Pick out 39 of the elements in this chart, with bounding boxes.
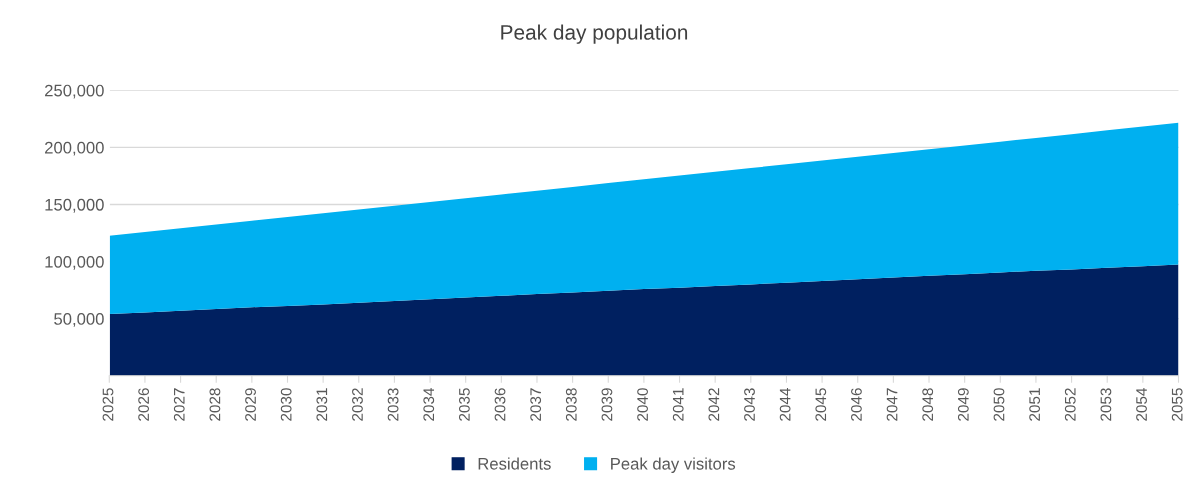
legend-label: Peak day visitors: [611, 457, 736, 473]
x-tick-label: 2031: [316, 388, 328, 421]
x-tick-label: 2040: [637, 388, 648, 421]
x-tick-label: 2043: [744, 388, 755, 421]
x-tick-label: 2055: [1171, 388, 1183, 421]
x-tick-label: 2025: [102, 388, 114, 421]
x-tick-label: 2046: [851, 388, 862, 421]
x-tick-label: 2029: [245, 388, 256, 421]
y-tick-label: 200,000: [45, 141, 104, 156]
x-tick-label: 2048: [922, 388, 934, 421]
x-tick-label: 2030: [280, 388, 292, 421]
x-tick-label: 2034: [423, 388, 435, 421]
y-tick-label: 250,000: [45, 84, 104, 99]
x-tick-label: 2051: [1029, 388, 1041, 421]
x-tick-label: 2038: [565, 388, 577, 421]
x-tick-label: 2028: [209, 388, 221, 421]
x-tick-label: 2041: [672, 388, 684, 421]
x-tick-label: 2045: [815, 388, 827, 421]
x-tick-label: 2027: [173, 388, 185, 421]
x-tick-label: 2044: [779, 388, 791, 421]
x-tick-label: 2032: [352, 388, 363, 421]
x-tick-label: 2049: [957, 388, 969, 421]
chart-title: Peak day population: [501, 24, 688, 44]
x-tick-label: 2033: [387, 388, 399, 421]
x-tick-label: 2037: [530, 388, 542, 421]
x-tick-label: 2042: [708, 388, 720, 421]
y-tick-label: 150,000: [45, 198, 104, 213]
x-tick-label: 2035: [458, 388, 470, 421]
x-tick-label: 2054: [1136, 388, 1147, 421]
y-tick-label: 50,000: [54, 313, 104, 327]
x-tick-label: 2047: [886, 388, 898, 421]
x-tick-label: 2036: [494, 388, 506, 421]
legend-label: Residents: [478, 457, 551, 470]
x-tick-label: 2039: [601, 388, 613, 421]
x-tick-label: 2026: [138, 388, 150, 421]
y-tick-label: 100,000: [45, 255, 104, 270]
x-tick-label: 2050: [993, 388, 1005, 421]
x-tick-label: 2053: [1100, 388, 1112, 421]
x-tick-label: 2052: [1064, 388, 1076, 421]
